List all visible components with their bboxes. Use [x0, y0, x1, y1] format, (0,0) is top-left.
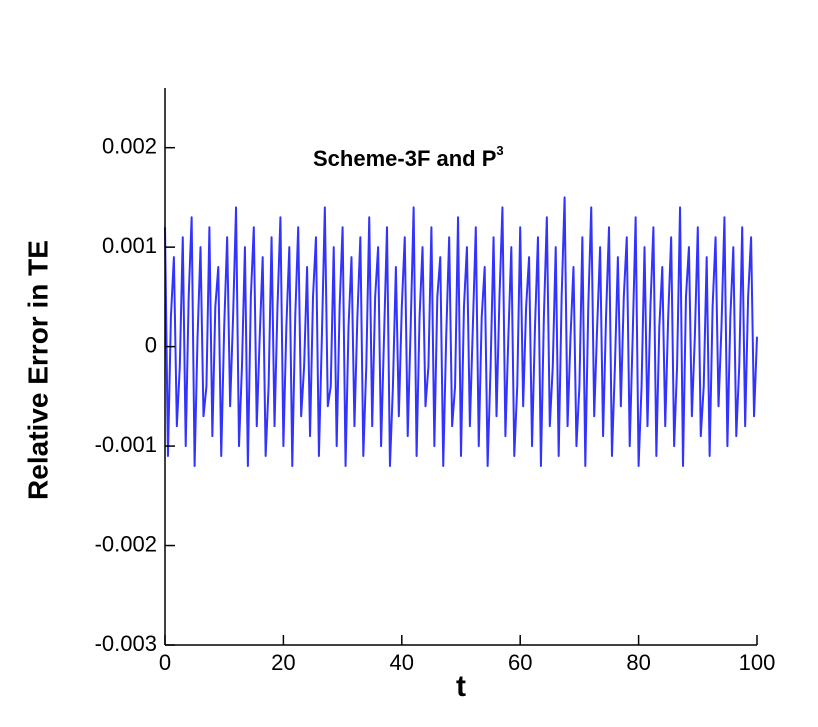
data-line: [164, 196, 758, 467]
y-tick-label: 0.002: [102, 133, 157, 158]
x-tick-label: 80: [626, 650, 650, 675]
x-tick-label: 100: [739, 650, 776, 675]
x-tick-label: 60: [508, 650, 532, 675]
y-axis-label: Relative Error in TE: [22, 240, 53, 500]
annotation-superscript: 3: [496, 143, 503, 158]
y-tick-label: -0.002: [95, 531, 157, 556]
x-tick-label: 20: [271, 650, 295, 675]
y-tick-label: -0.001: [95, 432, 157, 457]
x-tick-label: 0: [159, 650, 171, 675]
y-tick-label: -0.003: [95, 631, 157, 656]
annotation: Scheme-3F and P3: [313, 143, 504, 170]
annotation-text: Scheme-3F and P: [313, 146, 496, 171]
y-tick-label: 0: [145, 332, 157, 357]
y-tick-label: 0.001: [102, 233, 157, 258]
x-axis-label: t: [456, 670, 466, 703]
x-tick-label: 40: [390, 650, 414, 675]
